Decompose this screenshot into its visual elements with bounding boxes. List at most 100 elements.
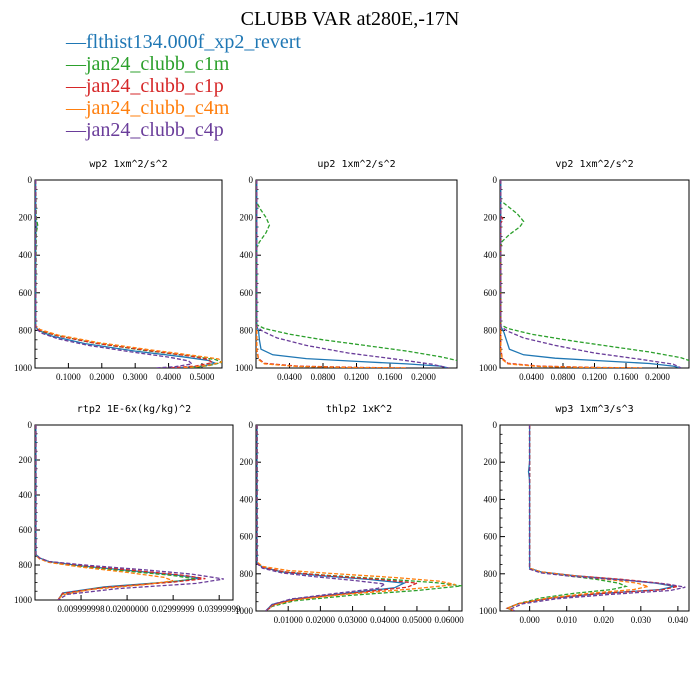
x-tick-label: 0.1000 [56, 372, 81, 382]
y-tick-label: 0 [28, 420, 33, 430]
series-line [500, 180, 682, 368]
legend: —flthist134.000f_xp2_revert —jan24_clubb… [66, 31, 301, 141]
chart-panel: wp2 1xm^2/s^2 0 200 400 600 800 1000 0.1000 0.20… [14, 159, 223, 382]
y-tick-label: 0 [28, 175, 33, 185]
series-line [256, 180, 449, 368]
legend-dash: — [66, 31, 86, 53]
legend-dash: — [66, 97, 86, 119]
y-tick-label: 800 [19, 325, 33, 335]
series-line [35, 425, 206, 600]
legend-label: flthist134.000f_xp2_revert [86, 31, 301, 53]
x-tick-label: 0.03000 [338, 615, 368, 625]
series-line [35, 180, 214, 368]
y-tick-label: 0 [249, 175, 254, 185]
series-line [35, 180, 222, 368]
panel-title: wp3 1xm^3/s^3 [555, 404, 633, 415]
y-tick-label: 200 [240, 213, 254, 223]
x-tick-label: 0.0800 [311, 372, 336, 382]
chart-panel: rtp2 1E-6x(kg/kg)^2 0 200 400 600 800 1000 0.00… [14, 404, 241, 614]
series-line [35, 425, 201, 600]
series-line [256, 425, 387, 611]
x-tick-label: 0.0400 [519, 372, 544, 382]
chart-panel: wp3 1xm^3/s^3 0 200 400 600 800 1000 0.000 0.010… [479, 404, 690, 625]
legend-item: —jan24_clubb_c1p [66, 75, 301, 97]
y-tick-label: 0 [493, 175, 498, 185]
y-tick-label: 400 [240, 494, 254, 504]
series-line [256, 180, 407, 368]
x-tick-label: 0.5000 [190, 372, 215, 382]
legend-item: —jan24_clubb_c4p [66, 119, 301, 141]
legend-label: jan24_clubb_c1m [86, 53, 230, 75]
series-line [500, 180, 682, 368]
legend-label: jan24_clubb_c4m [86, 97, 230, 119]
y-tick-label: 600 [240, 532, 254, 542]
legend-item: —jan24_clubb_c4m [66, 97, 301, 119]
y-tick-label: 600 [484, 532, 498, 542]
y-tick-label: 400 [19, 490, 33, 500]
series-line [35, 425, 197, 600]
series-line [35, 180, 218, 368]
chart-panel: thlp2 1xK^2 0 200 400 600 800 1000 0.01000 0.020… [235, 404, 464, 625]
y-tick-label: 600 [484, 288, 498, 298]
x-tick-label: 0.1200 [582, 372, 607, 382]
y-tick-label: 600 [240, 288, 254, 298]
figure-title: CLUBB VAR at280E,-17N [240, 8, 460, 30]
y-tick-label: 800 [484, 325, 498, 335]
x-tick-label: 0.3000 [123, 372, 148, 382]
y-tick-label: 1000 [479, 606, 498, 616]
series-line [256, 180, 407, 368]
x-tick-label: 0.01000 [274, 615, 304, 625]
x-tick-label: 0.040 [668, 615, 689, 625]
y-tick-label: 800 [19, 560, 33, 570]
series-line [256, 425, 418, 611]
y-tick-label: 400 [484, 250, 498, 260]
y-tick-label: 1000 [235, 606, 254, 616]
x-tick-label: 0.0400 [277, 372, 302, 382]
x-tick-label: 0.02000 [306, 615, 336, 625]
y-tick-label: 800 [240, 569, 254, 579]
series-line [35, 425, 174, 600]
x-tick-label: 0.000 [520, 615, 541, 625]
y-tick-label: 200 [484, 457, 498, 467]
chart-panel: up2 1xm^2/s^2 0 200 400 600 800 1000 0.0400 0.08… [235, 159, 458, 382]
series-line [505, 425, 679, 611]
x-tick-label: 0.03999999 [198, 604, 241, 614]
panel-title: wp2 1xm^2/s^2 [89, 159, 167, 170]
y-tick-label: 400 [484, 494, 498, 504]
y-tick-label: 1000 [479, 363, 498, 373]
x-tick-label: 0.02000000 [106, 604, 149, 614]
panel-title: vp2 1xm^2/s^2 [555, 159, 633, 170]
series-line [500, 180, 642, 368]
legend-item: —flthist134.000f_xp2_revert [66, 31, 301, 53]
x-tick-label: 0.1600 [614, 372, 639, 382]
panel-title: up2 1xm^2/s^2 [317, 159, 395, 170]
series-line [256, 425, 462, 611]
x-tick-label: 0.4000 [156, 372, 181, 382]
series-line [505, 425, 629, 611]
x-tick-label: 0.009999998 [57, 604, 105, 614]
legend-dash: — [66, 75, 86, 97]
x-tick-label: 0.04000 [370, 615, 400, 625]
x-tick-label: 0.05000 [402, 615, 432, 625]
y-tick-label: 200 [484, 213, 498, 223]
panel-title: thlp2 1xK^2 [326, 404, 392, 415]
series-line [35, 180, 194, 368]
series-line [500, 180, 689, 362]
x-tick-label: 0.1200 [344, 372, 369, 382]
y-tick-label: 200 [19, 213, 33, 223]
x-tick-label: 0.2000 [89, 372, 114, 382]
y-tick-label: 600 [19, 288, 33, 298]
x-tick-label: 0.1600 [378, 372, 403, 382]
series-line [35, 180, 222, 368]
legend-item: —jan24_clubb_c1m [66, 53, 301, 75]
plot-frame [255, 424, 463, 612]
y-tick-label: 600 [19, 525, 33, 535]
y-tick-label: 400 [19, 250, 33, 260]
legend-dash: — [66, 119, 86, 141]
y-tick-label: 800 [484, 569, 498, 579]
y-tick-label: 400 [240, 250, 254, 260]
y-tick-label: 0 [493, 420, 498, 430]
panel-title: rtp2 1E-6x(kg/kg)^2 [77, 404, 191, 415]
x-tick-label: 0.2000 [411, 372, 436, 382]
